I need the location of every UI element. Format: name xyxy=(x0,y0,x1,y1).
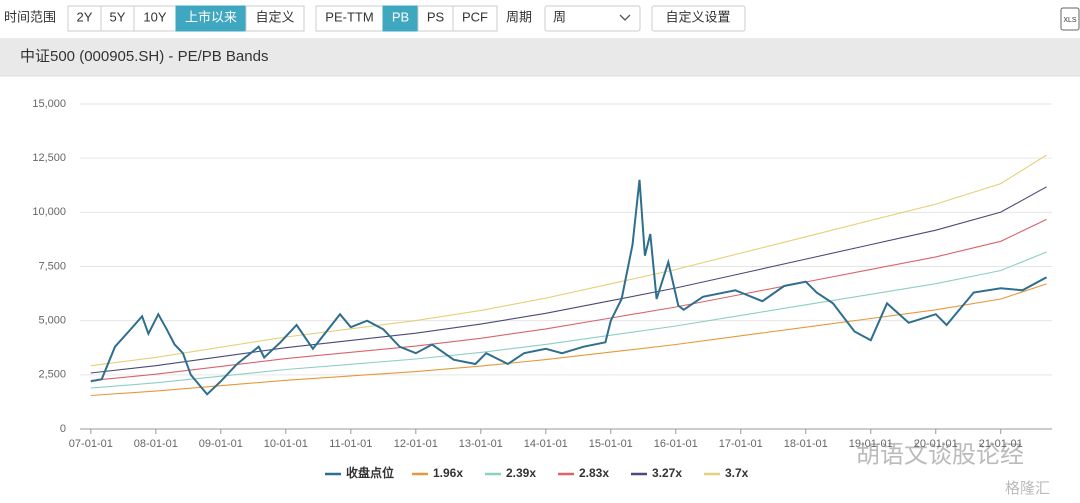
header-bar xyxy=(0,38,1080,76)
x-tick-label: 09-01-01 xyxy=(199,438,243,450)
toolbar-button[interactable] xyxy=(382,5,419,32)
x-tick-label: 10-01-01 xyxy=(264,438,308,450)
toolbar-button[interactable] xyxy=(175,5,247,32)
x-tick-label: 11-01-01 xyxy=(329,438,372,450)
series-line xyxy=(90,251,1047,389)
y-tick-label: 0 xyxy=(60,423,66,435)
x-tick-label: 13-01-01 xyxy=(459,438,503,450)
x-tick-label: 21-01-01 xyxy=(979,438,1023,450)
export-icon[interactable] xyxy=(1060,7,1080,31)
x-tick-label: 12-01-01 xyxy=(394,438,438,450)
button-label: 自定义 xyxy=(255,9,294,24)
button-label: PCF xyxy=(462,9,488,24)
legend-label: 1.96x xyxy=(433,466,463,480)
toolbar-button[interactable] xyxy=(245,5,305,32)
series-line xyxy=(90,179,1048,396)
y-tick-label: 10,000 xyxy=(32,206,66,218)
toolbar-button[interactable] xyxy=(67,5,102,32)
period-label: 周期 xyxy=(506,9,532,24)
chart-title: 中证500 (000905.SH) - PE/PB Bands xyxy=(20,48,268,65)
y-tick-label: 7,500 xyxy=(38,260,66,272)
toolbar-button[interactable] xyxy=(100,5,135,32)
watermark: 胡语文谈股论经 xyxy=(856,441,1024,468)
button-label: 5Y xyxy=(110,9,126,24)
watermark: 格隆汇 xyxy=(1005,480,1050,497)
y-tick-label: 12,500 xyxy=(32,152,66,164)
range-label: 时间范围 xyxy=(4,9,56,24)
series-line xyxy=(90,283,1047,397)
legend-label: 收盘点位 xyxy=(346,465,394,480)
button-label: 2Y xyxy=(77,9,93,24)
select-arrow xyxy=(619,14,631,21)
toolbar-button[interactable] xyxy=(133,5,177,32)
button-label: 上市以来 xyxy=(185,9,237,24)
x-tick-label: 18-01-01 xyxy=(784,438,828,450)
x-tick-label: 08-01-01 xyxy=(134,438,178,450)
y-tick-label: 2,500 xyxy=(38,369,66,381)
x-tick-label: 07-01-01 xyxy=(69,438,113,450)
x-tick-label: 19-01-01 xyxy=(849,438,893,450)
legend-label: 2.83x xyxy=(579,466,609,480)
toolbar-button[interactable] xyxy=(452,5,498,32)
period-value: 周 xyxy=(553,9,566,24)
x-tick-label: 20-01-01 xyxy=(914,438,958,450)
period-select[interactable] xyxy=(544,5,641,32)
series-line xyxy=(90,154,1047,367)
x-tick-label: 14-01-01 xyxy=(524,438,568,450)
export-label: XLS xyxy=(1063,17,1077,24)
legend-label: 2.39x xyxy=(506,466,536,480)
legend-label: 3.7x xyxy=(725,466,749,480)
legend-label: 3.27x xyxy=(652,466,682,480)
custom-settings-button[interactable] xyxy=(651,5,746,32)
toolbar: 时间范围 周期 周 自定义设置 XLS 2Y 5Y 10Y 上市以来 自定义 PE-TTM… xyxy=(4,5,1080,32)
y-tick-label: 5,000 xyxy=(38,315,66,327)
button-label: PB xyxy=(392,9,409,24)
button-label: PE-TTM xyxy=(325,9,373,24)
y-tick-label: 15,000 xyxy=(32,98,66,110)
button-label: 10Y xyxy=(143,9,166,24)
button-label: PS xyxy=(427,9,445,24)
x-tick-label: 16-01-01 xyxy=(654,438,698,450)
series-line xyxy=(90,218,1047,382)
custom-settings-label: 自定义设置 xyxy=(665,9,730,24)
x-tick-label: 15-01-01 xyxy=(589,438,633,450)
x-tick-label: 17-01-01 xyxy=(719,438,763,450)
